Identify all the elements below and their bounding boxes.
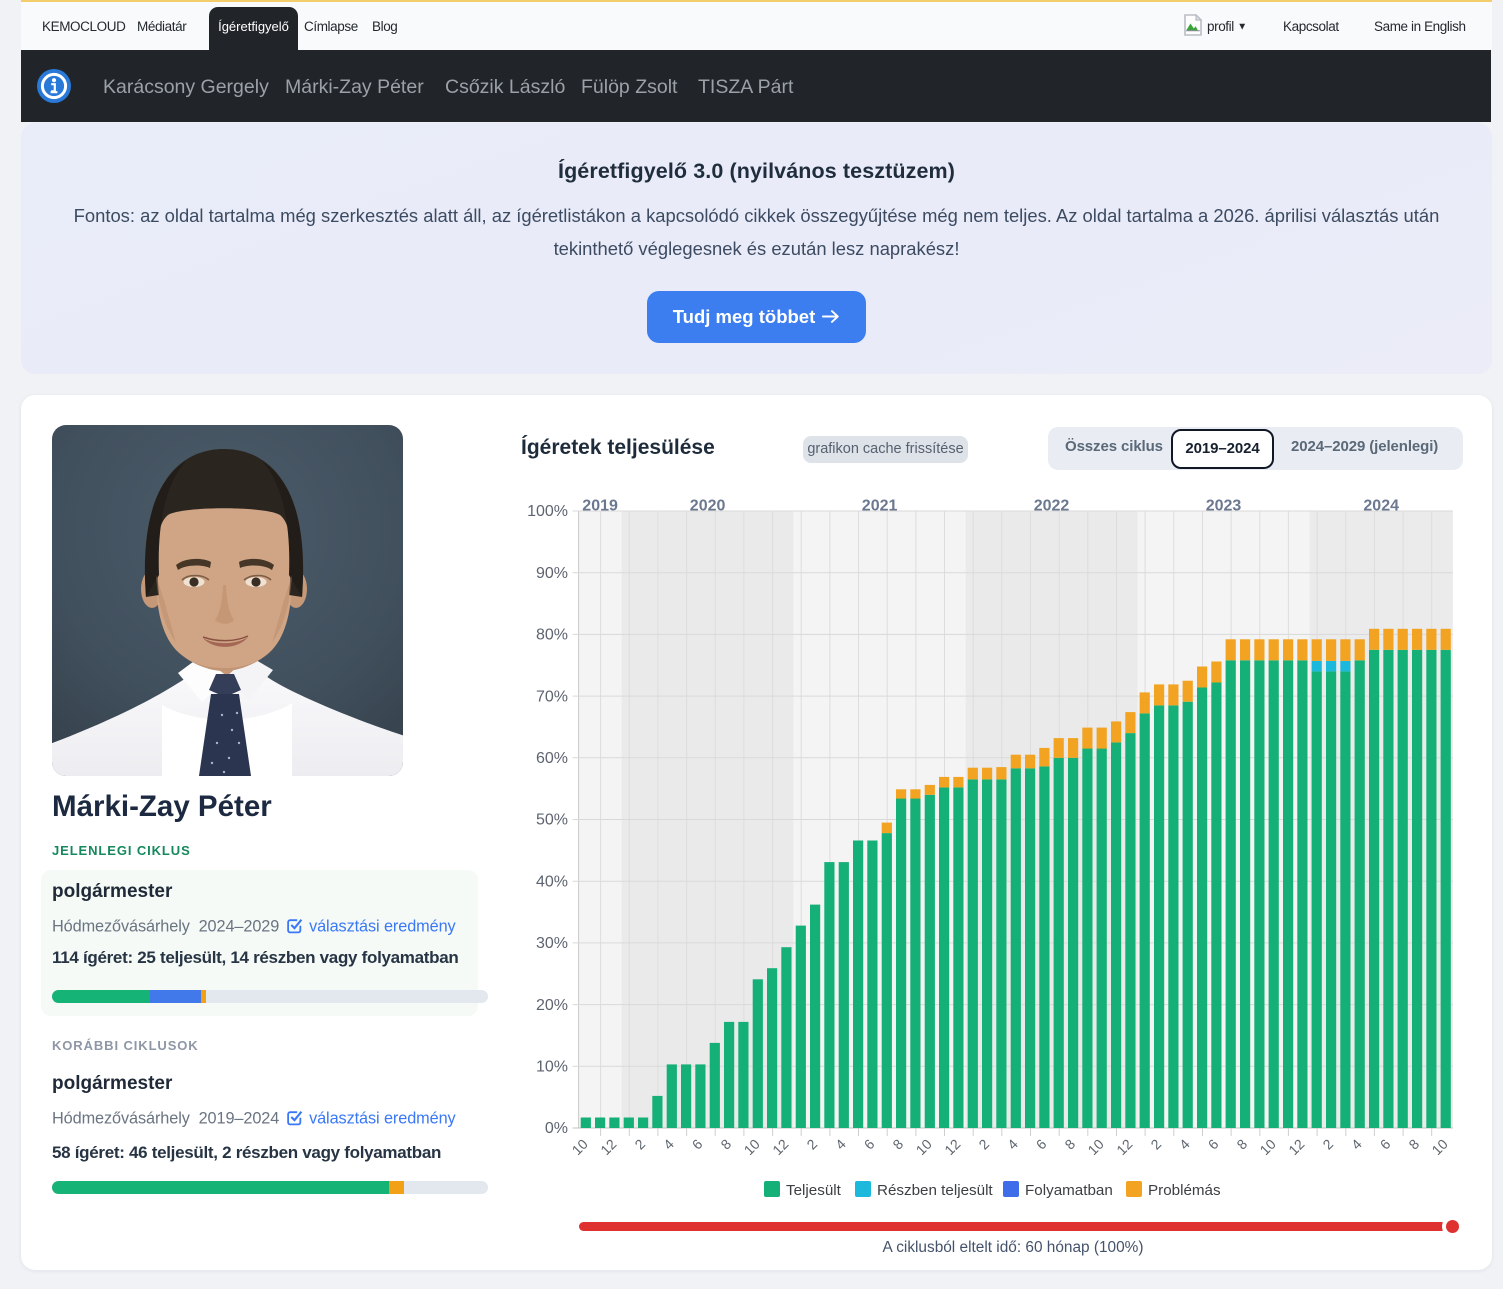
svg-text:30%: 30% (536, 935, 568, 952)
svg-text:90%: 90% (536, 565, 568, 582)
svg-text:8: 8 (717, 1136, 734, 1153)
svg-text:0%: 0% (545, 1120, 568, 1137)
svg-text:Teljesült: Teljesült (786, 1182, 842, 1199)
svg-text:2024: 2024 (1363, 498, 1399, 515)
svg-text:12: 12 (1113, 1136, 1135, 1158)
svg-text:10: 10 (1428, 1136, 1450, 1158)
svg-text:40%: 40% (536, 873, 568, 890)
svg-text:10: 10 (1256, 1136, 1278, 1158)
svg-text:20%: 20% (536, 997, 568, 1014)
svg-text:50%: 50% (536, 812, 568, 829)
svg-text:80%: 80% (536, 627, 568, 644)
svg-text:6: 6 (861, 1136, 878, 1153)
svg-text:12: 12 (1285, 1136, 1307, 1158)
svg-text:12: 12 (769, 1136, 791, 1158)
svg-text:8: 8 (1405, 1136, 1422, 1153)
svg-text:10: 10 (1084, 1136, 1106, 1158)
svg-text:10: 10 (913, 1136, 935, 1158)
svg-text:Részben teljesült: Részben teljesült (877, 1182, 993, 1199)
svg-text:4: 4 (1176, 1136, 1193, 1153)
svg-text:10: 10 (741, 1136, 763, 1158)
svg-text:12: 12 (941, 1136, 963, 1158)
svg-text:2: 2 (1319, 1136, 1336, 1153)
svg-text:Problémás: Problémás (1148, 1182, 1221, 1199)
svg-text:Folyamatban: Folyamatban (1025, 1182, 1113, 1199)
svg-text:8: 8 (1061, 1136, 1078, 1153)
svg-text:4: 4 (1004, 1136, 1021, 1153)
svg-text:60%: 60% (536, 750, 568, 767)
svg-text:2: 2 (803, 1136, 820, 1153)
svg-text:2022: 2022 (1034, 498, 1070, 515)
svg-text:6: 6 (1033, 1136, 1050, 1153)
svg-text:100%: 100% (527, 503, 568, 520)
svg-text:2020: 2020 (690, 498, 726, 515)
svg-text:2021: 2021 (862, 498, 898, 515)
svg-text:6: 6 (1205, 1136, 1222, 1153)
svg-text:4: 4 (832, 1136, 849, 1153)
svg-text:2: 2 (631, 1136, 648, 1153)
svg-text:12: 12 (597, 1136, 619, 1158)
svg-text:8: 8 (1233, 1136, 1250, 1153)
svg-text:4: 4 (660, 1136, 677, 1153)
svg-text:8: 8 (889, 1136, 906, 1153)
svg-text:10%: 10% (536, 1059, 568, 1076)
svg-text:6: 6 (689, 1136, 706, 1153)
svg-text:6: 6 (1377, 1136, 1394, 1153)
svg-text:4: 4 (1348, 1136, 1365, 1153)
svg-text:70%: 70% (536, 688, 568, 705)
svg-text:2023: 2023 (1206, 498, 1242, 515)
svg-text:2: 2 (1147, 1136, 1164, 1153)
svg-text:2: 2 (975, 1136, 992, 1153)
svg-text:10: 10 (569, 1136, 591, 1158)
svg-text:2019: 2019 (582, 498, 618, 515)
